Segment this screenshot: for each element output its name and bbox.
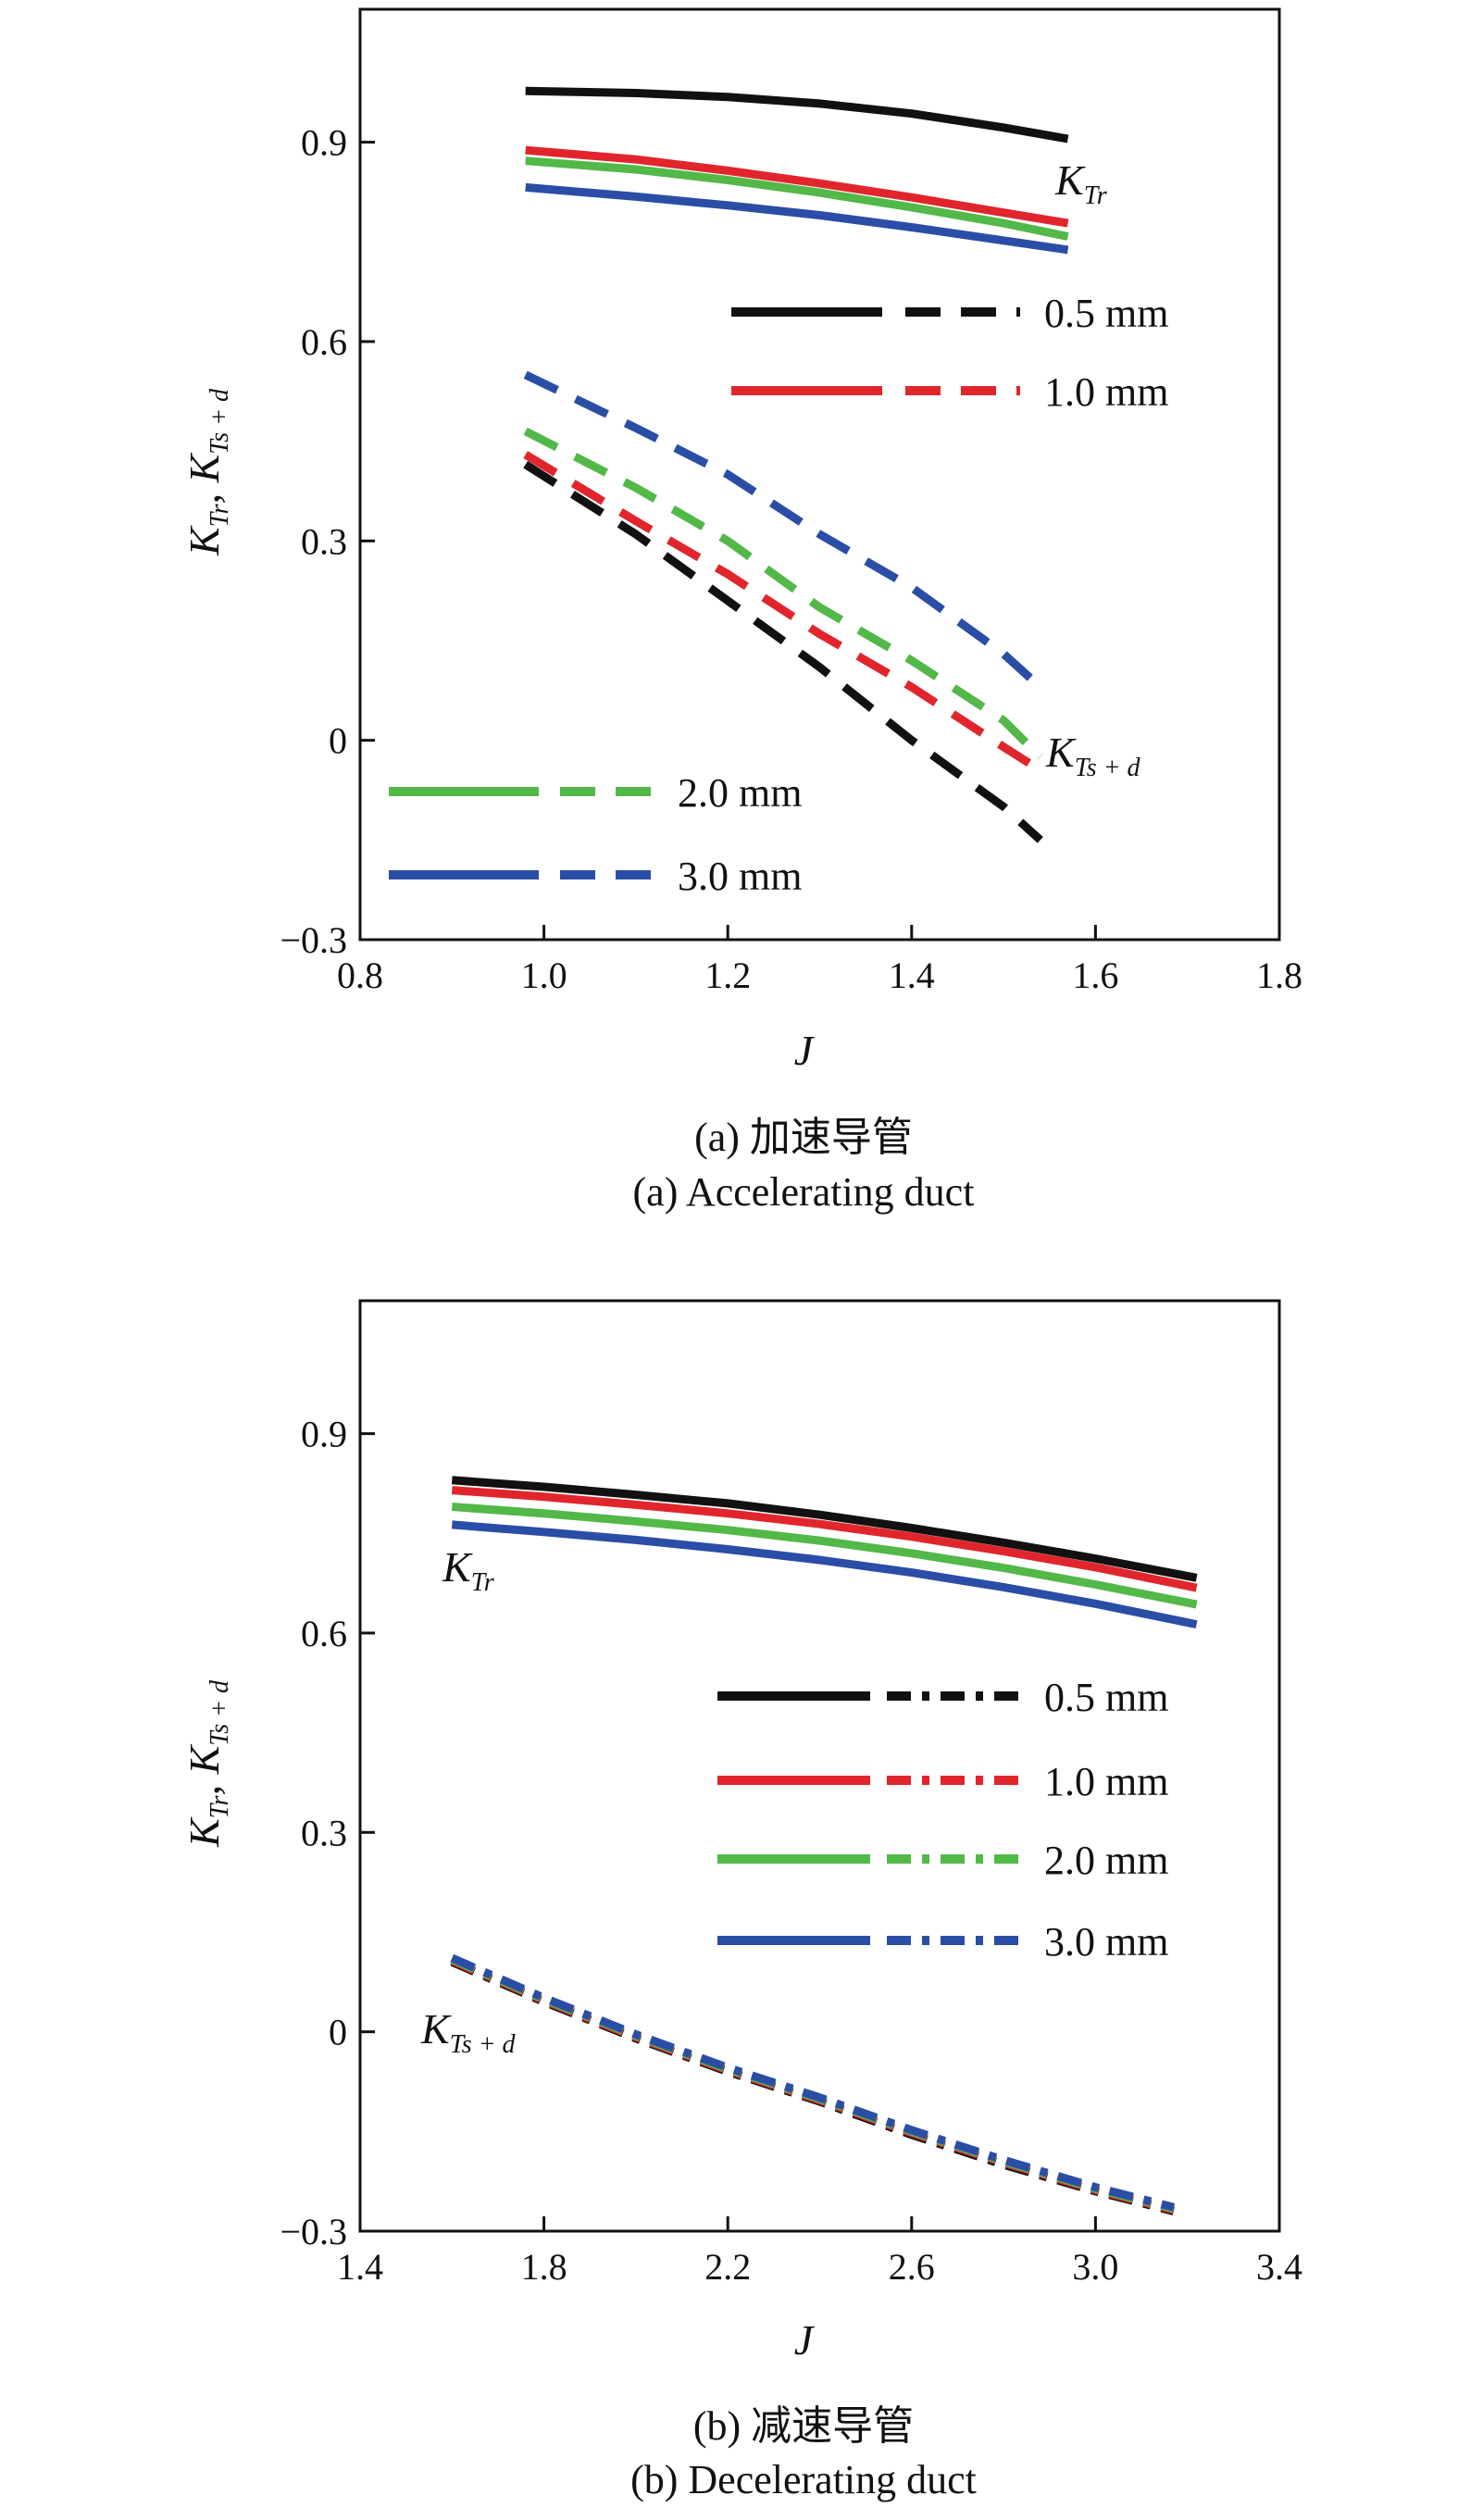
caption-cn-a: (a) 加速导管 bbox=[694, 1115, 913, 1160]
series-line-k_tr-3.0mm bbox=[525, 182, 1069, 255]
series-line-k_tr-1.0mm bbox=[451, 1486, 1198, 1592]
series-line-k_tsplusd-2.0mm bbox=[523, 427, 1043, 760]
panel-a: −0.3 0 0.3 0.6 0.9 0.8 1.0 1.2 1.4 1.6 1.8 J KTr,… bbox=[181, 7, 1302, 1215]
legend-label: 2.0 mm bbox=[1044, 1838, 1168, 1883]
x-ticks-b: 1.4 1.8 2.2 2.6 3.0 3.4 bbox=[337, 2216, 1302, 2288]
x-tick-label: 1.4 bbox=[889, 954, 935, 996]
series-line-k_tsplusd-3.0mm bbox=[450, 1953, 1175, 2212]
curve-label-ktr-a: KTr bbox=[1054, 156, 1107, 210]
y-tick-label: 0.9 bbox=[301, 1414, 347, 1455]
legend-label: 2.0 mm bbox=[678, 770, 802, 816]
y-tick-label: −0.3 bbox=[280, 2211, 347, 2252]
x-axis-label-a: J bbox=[794, 1027, 816, 1074]
series-a bbox=[523, 86, 1069, 843]
plot-frame-b bbox=[358, 1299, 1281, 2233]
caption-en-a: (a) Accelerating duct bbox=[633, 1169, 975, 1215]
y-tick-label: −0.3 bbox=[280, 919, 347, 961]
legend-item-2.0mm-a: 2.0 mm bbox=[389, 770, 802, 816]
series-line-k_tr-3.0mm bbox=[451, 1520, 1198, 1629]
series-line-k_tr-2.0mm bbox=[451, 1503, 1198, 1609]
x-tick-label: 2.2 bbox=[704, 2246, 751, 2288]
curve-label-ktr-b: KTr bbox=[442, 1543, 494, 1597]
x-tick-label: 3.0 bbox=[1072, 2246, 1118, 2288]
y-tick-label: 0.6 bbox=[301, 1613, 347, 1654]
legend-item-2.0mm-b: 2.0 mm bbox=[717, 1838, 1168, 1883]
series-line-k_tsplusd-1.0mm bbox=[450, 1956, 1175, 2214]
series-line-k_tr-1.0mm bbox=[525, 145, 1069, 228]
x-ticks-a: 0.8 1.0 1.2 1.4 1.6 1.8 bbox=[337, 925, 1302, 996]
series-line-k_tr-0.5mm bbox=[525, 86, 1069, 143]
panel-b: −0.3 0 0.3 0.6 0.9 1.4 1.8 2.2 2.6 3.0 3.4 J KTr,… bbox=[181, 1299, 1302, 2502]
legend-item-3.0mm-a: 3.0 mm bbox=[389, 854, 802, 899]
series-line-k_tsplusd-3.0mm bbox=[523, 370, 1043, 691]
y-axis-label-a: KTr, KTs + d bbox=[181, 388, 234, 556]
series-line-k_tsplusd-2.0mm bbox=[450, 1955, 1175, 2213]
x-tick-label: 1.4 bbox=[337, 2246, 383, 2288]
x-tick-label: 0.8 bbox=[337, 954, 383, 996]
plot-frame-a bbox=[358, 7, 1281, 942]
y-tick-label: 0.3 bbox=[301, 520, 347, 562]
caption-cn-b: (b) 减速导管 bbox=[693, 2403, 914, 2449]
y-tick-label: 0 bbox=[329, 720, 347, 762]
legend-label: 3.0 mm bbox=[678, 854, 802, 899]
series-line-k_tsplusd-0.5mm bbox=[450, 1958, 1175, 2215]
series-line-k_tsplusd-1.0mm bbox=[523, 451, 1043, 774]
series-line-k_tsplusd-0.5mm bbox=[523, 460, 1043, 843]
x-tick-label: 1.8 bbox=[1256, 954, 1302, 996]
caption-en-b: (b) Decelerating duct bbox=[630, 2457, 977, 2502]
y-tick-label: 0.6 bbox=[301, 321, 347, 363]
x-tick-label: 2.6 bbox=[889, 2246, 935, 2288]
legend-item-3.0mm-b: 3.0 mm bbox=[717, 1919, 1168, 1965]
legend-item-0.5mm-b: 0.5 mm bbox=[717, 1675, 1168, 1720]
y-tick-label: 0.9 bbox=[301, 122, 347, 164]
y-tick-label: 0 bbox=[329, 2012, 347, 2053]
curve-label-ktsd-b: KTs + d bbox=[420, 2005, 516, 2059]
x-tick-label: 3.4 bbox=[1256, 2246, 1302, 2288]
legend-label: 1.0 mm bbox=[1044, 1759, 1168, 1804]
x-tick-label: 1.6 bbox=[1072, 954, 1118, 996]
series-b bbox=[450, 1476, 1198, 2215]
x-tick-label: 1.0 bbox=[521, 954, 567, 996]
y-tick-label: 0.3 bbox=[301, 1812, 347, 1853]
legend-label: 3.0 mm bbox=[1044, 1919, 1168, 1965]
legend-item-1.0mm-a: 1.0 mm bbox=[731, 369, 1168, 415]
series-line-k_tr-0.5mm bbox=[451, 1476, 1198, 1582]
series-line-k_tr-2.0mm bbox=[525, 156, 1069, 241]
legend-b: 0.5 mm 1.0 mm 2.0 mm 3.0 mm bbox=[717, 1675, 1168, 1965]
legend-item-0.5mm-a: 0.5 mm bbox=[731, 291, 1168, 336]
legend-label: 0.5 mm bbox=[1044, 1675, 1168, 1720]
y-axis-label-b: KTr, KTs + d bbox=[181, 1679, 234, 1848]
curve-label-ktsd-a: KTs + d bbox=[1045, 729, 1140, 782]
x-tick-label: 1.2 bbox=[704, 954, 751, 996]
y-ticks-b: −0.3 0 0.3 0.6 0.9 bbox=[280, 1414, 375, 2252]
legend-label: 0.5 mm bbox=[1044, 291, 1168, 336]
x-axis-label-b: J bbox=[794, 2316, 816, 2364]
legend-label: 1.0 mm bbox=[1044, 369, 1168, 415]
legend-a: 0.5 mm 1.0 mm 2.0 mm 3.0 mm bbox=[389, 291, 1168, 899]
legend-item-1.0mm-b: 1.0 mm bbox=[717, 1759, 1168, 1804]
y-ticks-a: −0.3 0 0.3 0.6 0.9 bbox=[280, 122, 375, 961]
x-tick-label: 1.8 bbox=[521, 2246, 567, 2288]
